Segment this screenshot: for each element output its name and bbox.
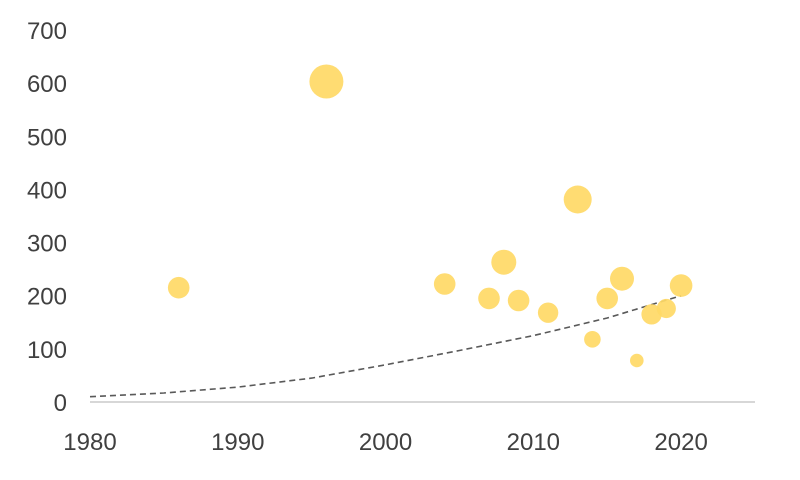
bubble-point (507, 289, 530, 312)
bubble-point (433, 273, 456, 295)
bubble-point (596, 287, 618, 310)
bubble-point (309, 64, 344, 99)
bubble-point (656, 298, 676, 319)
y-tick-label: 100 (27, 337, 67, 364)
bubble-point (610, 266, 634, 291)
x-axis-tick-labels: 1980 1990 2000 2010 2020 (63, 429, 708, 456)
bubble-point (669, 274, 693, 297)
x-tick-label: 2000 (359, 429, 412, 456)
bubble-point (630, 353, 644, 368)
x-tick-label: 2010 (507, 429, 560, 456)
y-axis-tick-labels: 0 100 200 300 400 500 600 700 (27, 18, 67, 417)
bubble-point (167, 276, 190, 299)
bubble-point (478, 287, 500, 310)
y-tick-label: 700 (27, 18, 67, 45)
bubble-point (491, 249, 517, 275)
y-tick-label: 600 (27, 71, 67, 98)
y-tick-label: 500 (27, 124, 67, 151)
bubble-point (641, 304, 662, 325)
bubble-point (537, 302, 559, 323)
y-tick-label: 300 (27, 231, 67, 258)
y-tick-label: 200 (27, 284, 67, 311)
bubble-series (167, 64, 693, 368)
x-tick-label: 1990 (211, 429, 264, 456)
bubble-point (563, 185, 592, 214)
y-tick-label: 0 (54, 390, 67, 417)
x-tick-label: 2020 (654, 429, 707, 456)
y-tick-label: 400 (27, 177, 67, 204)
bubble-point (584, 331, 601, 348)
x-tick-label: 1980 (63, 429, 116, 456)
